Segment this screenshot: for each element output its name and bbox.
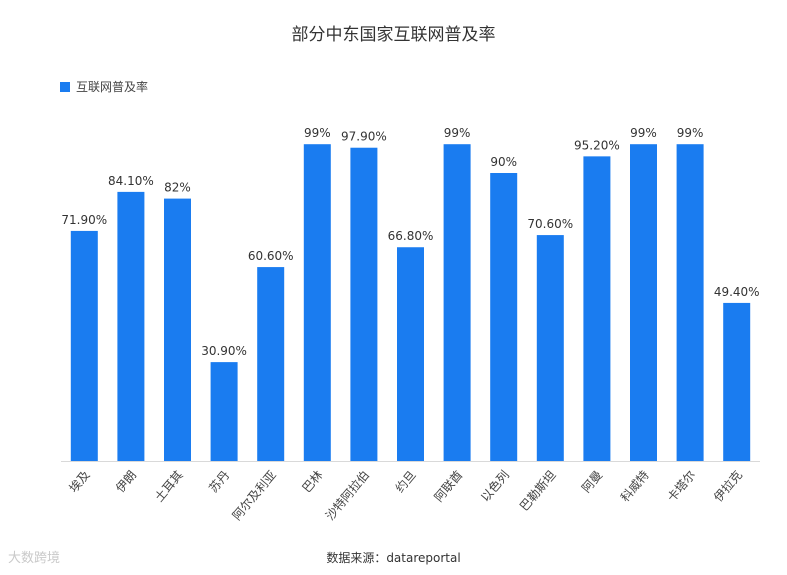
source-note: 数据来源：datareportal [326,551,461,565]
category-label-11: 阿曼 [579,468,605,495]
legend-label: 互联网普及率 [76,80,149,94]
bar-0 [70,230,98,461]
data-label-0: 71.90% [61,213,107,227]
category-label-9: 以色列 [478,468,512,505]
data-label-12: 99% [630,126,657,140]
bar-11 [583,156,611,462]
category-label-10: 巴勒斯坦 [517,468,559,514]
data-label-7: 66.80% [388,229,434,243]
data-label-2: 82% [164,181,191,195]
data-label-14: 49.40% [714,285,760,299]
category-label-5: 巴林 [299,468,325,495]
category-label-13: 卡塔尔 [664,467,699,504]
bar-14 [723,302,751,461]
bar-8 [443,144,471,461]
category-label-12: 科威特 [617,467,652,504]
bar-2 [164,198,191,461]
category-label-1: 伊朗 [113,468,139,495]
category-label-14: 伊拉克 [710,467,745,504]
chart-title: 部分中东国家互联网普及率 [291,25,496,45]
bars-group: 71.90% 埃及 84.10% 伊朗 82% 土耳其 30.90% 苏丹 60.60% 阿尔及利… [61,126,759,523]
bar-4 [257,267,285,461]
data-label-4: 60.60% [248,249,294,263]
watermark: 大数跨境 [8,551,61,566]
category-label-2: 土耳其 [152,468,186,505]
bar-6 [350,147,378,461]
legend-swatch [60,81,70,92]
category-label-8: 阿联酋 [431,467,466,504]
category-label-3: 苏丹 [206,468,232,495]
legend: 互联网普及率 [60,78,148,95]
bar-5 [303,144,331,461]
bar-9 [490,173,518,461]
data-label-3: 30.90% [201,344,247,358]
category-label-6: 沙特阿拉伯 [322,467,372,523]
bar-7 [397,247,424,461]
category-label-7: 约旦 [392,467,419,495]
bar-13 [676,144,704,461]
data-label-1: 84.10% [108,174,154,188]
data-label-10: 70.60% [527,217,573,231]
category-label-0: 埃及 [66,468,92,495]
data-label-8: 99% [444,126,471,140]
data-label-9: 90% [490,155,517,169]
bar-12 [630,144,657,461]
data-label-11: 95.20% [574,138,620,152]
bar-3 [210,362,238,461]
bar-10 [536,235,564,461]
data-label-6: 97.90% [341,130,387,144]
data-label-13: 99% [677,126,704,140]
category-label-4: 阿尔及利亚 [229,467,279,523]
data-label-5: 99% [304,126,331,140]
bar-1 [117,191,145,461]
